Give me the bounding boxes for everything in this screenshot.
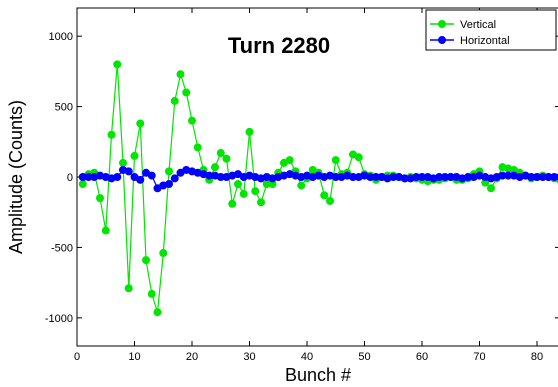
y-axis-label: Amplitude (Counts)	[6, 100, 26, 254]
series-layer	[78, 60, 558, 317]
y-tick-label: -1000	[45, 313, 73, 325]
data-point-vertical	[119, 158, 127, 167]
data-point-horizontal	[136, 175, 145, 184]
data-point-vertical	[487, 184, 495, 193]
data-point-horizontal	[170, 174, 179, 183]
legend-box	[425, 9, 557, 51]
x-tick-label: 50	[358, 351, 370, 363]
legend-label-vertical: Vertical	[460, 19, 496, 31]
data-point-vertical	[113, 60, 122, 69]
data-point-vertical	[182, 88, 191, 97]
data-point-vertical	[326, 196, 334, 205]
data-point-vertical	[176, 70, 185, 79]
data-point-vertical	[320, 191, 329, 200]
x-tick-label: 10	[128, 351, 140, 363]
data-point-vertical	[193, 143, 202, 152]
y-tick-label: -500	[51, 242, 73, 254]
y-tick-label: 1000	[49, 31, 73, 43]
chart-title: Turn 2280	[228, 33, 330, 58]
x-tick-label: 30	[243, 351, 255, 363]
data-point-vertical	[107, 130, 116, 139]
data-point-vertical	[130, 151, 139, 160]
x-tick-label: 60	[416, 351, 428, 363]
data-point-horizontal	[165, 180, 173, 189]
data-point-vertical	[170, 96, 179, 105]
data-point-vertical	[142, 256, 150, 265]
legend-marker-vertical	[438, 20, 446, 28]
data-point-vertical	[216, 149, 225, 158]
axis-ticks: 0 10 20 30 40 50 60 70 80 -1000 -500 0 500 1000	[45, 8, 558, 363]
legend: Vertical Horizontal	[425, 9, 557, 51]
x-tick-label: 40	[301, 351, 313, 363]
series-horizontal	[78, 165, 558, 193]
data-point-vertical	[147, 289, 156, 298]
x-tick-label: 80	[531, 351, 543, 363]
data-point-vertical	[153, 308, 162, 317]
data-point-vertical	[136, 119, 145, 128]
data-point-vertical	[211, 163, 219, 172]
data-point-vertical	[297, 181, 306, 190]
data-point-vertical	[354, 153, 363, 162]
data-point-vertical	[222, 154, 231, 163]
data-point-vertical	[239, 189, 248, 198]
legend-label-horizontal: Horizontal	[460, 35, 510, 47]
data-point-vertical	[257, 198, 265, 207]
data-point-vertical	[245, 127, 254, 136]
data-point-vertical	[101, 226, 110, 235]
data-point-vertical	[228, 199, 237, 208]
data-point-vertical	[251, 187, 260, 196]
legend-marker-horizontal	[438, 36, 446, 44]
data-point-horizontal	[113, 173, 122, 181]
data-point-vertical	[78, 180, 87, 189]
x-axis-label: Bunch #	[285, 365, 351, 385]
x-tick-label: 70	[473, 351, 485, 363]
data-point-vertical	[165, 167, 173, 176]
x-tick-label: 20	[186, 351, 198, 363]
data-point-vertical	[234, 180, 242, 189]
data-point-horizontal	[147, 171, 156, 180]
y-tick-label: 0	[67, 172, 73, 184]
data-point-vertical	[285, 156, 294, 165]
data-point-vertical	[96, 194, 104, 203]
data-point-vertical	[124, 284, 133, 293]
y-tick-label: 500	[55, 102, 73, 114]
data-point-vertical	[188, 116, 196, 125]
data-point-vertical	[159, 249, 168, 258]
x-tick-label: 0	[74, 351, 80, 363]
data-point-vertical	[331, 156, 340, 165]
data-point-horizontal	[124, 167, 133, 176]
